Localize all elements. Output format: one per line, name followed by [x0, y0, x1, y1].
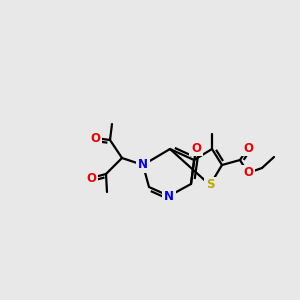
Text: O: O: [86, 172, 96, 184]
Text: O: O: [191, 142, 201, 154]
Text: O: O: [243, 142, 253, 154]
Text: S: S: [206, 178, 214, 191]
Text: N: N: [164, 190, 174, 202]
Text: O: O: [243, 167, 253, 179]
Text: N: N: [138, 158, 148, 172]
Text: O: O: [90, 131, 100, 145]
